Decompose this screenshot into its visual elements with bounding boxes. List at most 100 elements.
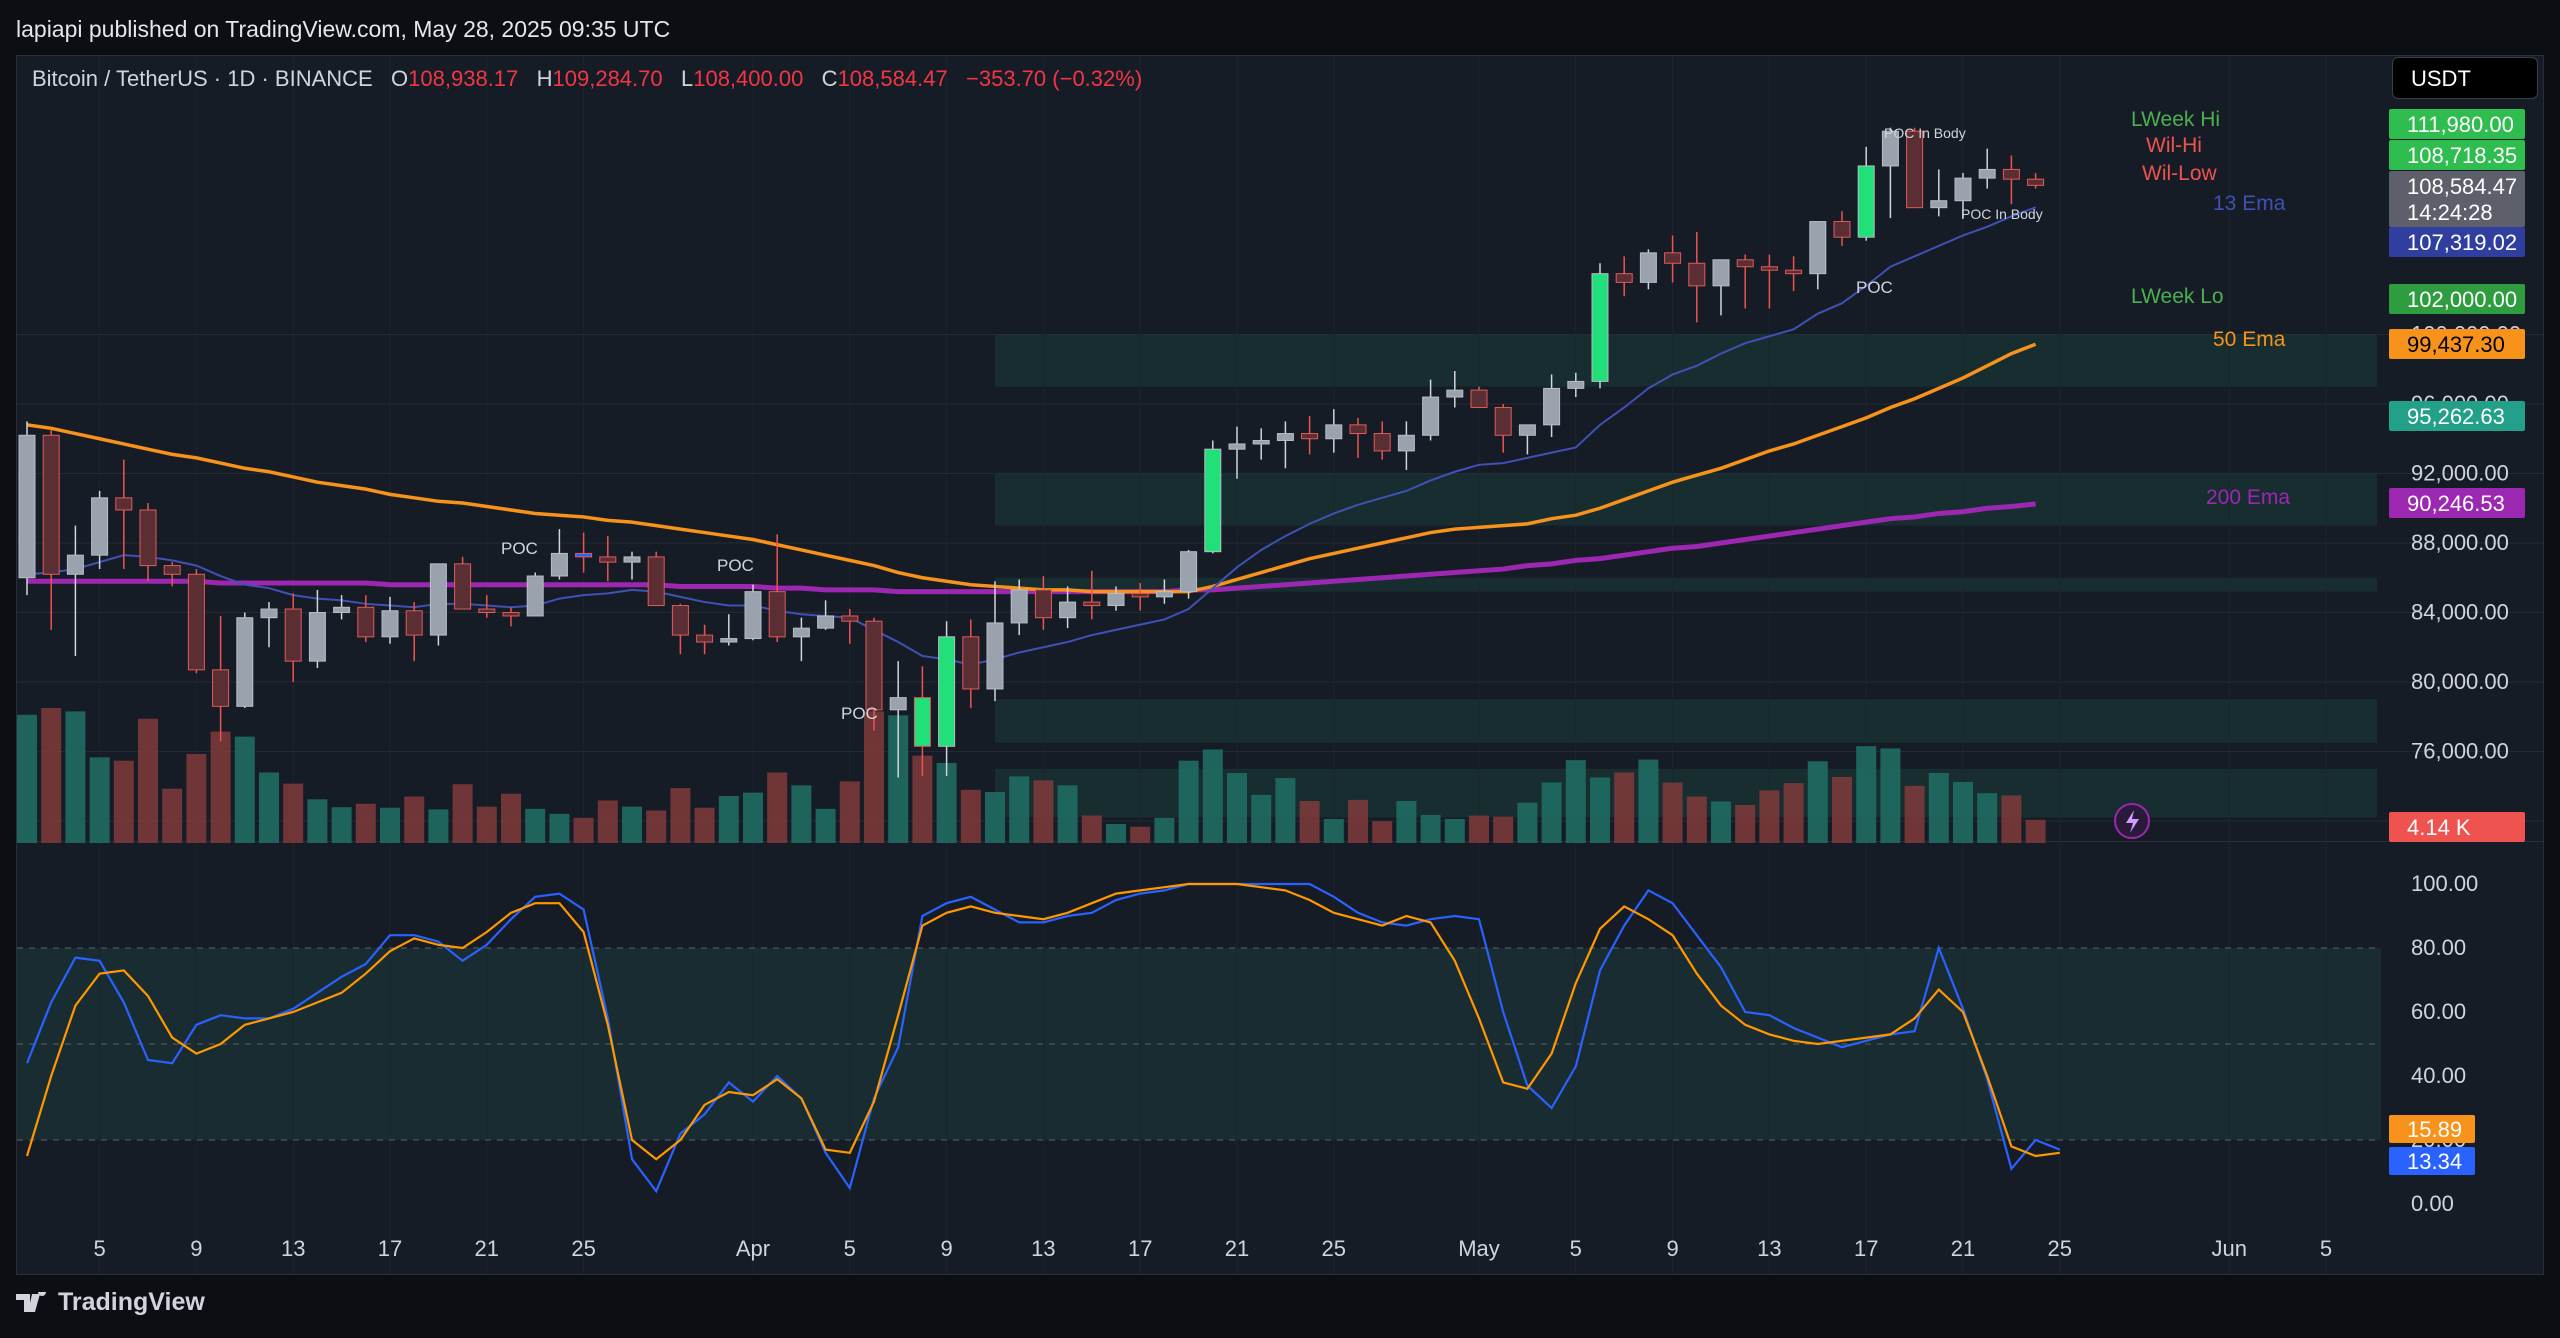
candle-body <box>333 606 351 613</box>
x-tick-label: 17 <box>1854 1236 1878 1261</box>
volume-bar <box>1807 761 1828 843</box>
volume-bar <box>1638 759 1659 843</box>
candle-body <box>91 497 109 556</box>
candle-body <box>1881 130 1899 167</box>
stoch-k-line <box>25 882 2061 1194</box>
stoch-axis-label: 0.00 <box>2411 1191 2454 1216</box>
high-label: H <box>536 66 553 91</box>
candle-body <box>526 575 544 617</box>
chart-annotation: POC In Body <box>1884 125 1966 141</box>
x-tick-label: 25 <box>1322 1236 1346 1261</box>
candle-body <box>284 608 302 662</box>
volume-bar <box>428 809 449 843</box>
volume-bar <box>1033 780 1054 843</box>
volume-bar <box>1106 823 1126 843</box>
footer-brand[interactable]: TradingView <box>16 1288 205 1317</box>
volume-bar <box>1832 776 1852 843</box>
candle-body <box>623 556 641 563</box>
footer-brand-label: TradingView <box>58 1288 205 1316</box>
volume-bar <box>936 762 957 843</box>
candle-body <box>575 552 593 558</box>
volume-bar <box>1275 778 1296 843</box>
candle-body <box>1276 433 1294 441</box>
volume-bar <box>1009 776 1030 843</box>
volume-profile-zone <box>995 768 2377 818</box>
x-tick-label: 13 <box>281 1236 305 1261</box>
volume-bar <box>1614 772 1635 843</box>
price-tag <box>2389 171 2525 201</box>
candle-body <box>792 627 810 638</box>
candle-body <box>308 612 326 662</box>
currency-button[interactable]: USDT <box>2392 57 2538 99</box>
candle-body <box>1155 591 1173 598</box>
candle-body <box>502 612 520 617</box>
volume-bar <box>1299 801 1320 843</box>
volume-bar <box>404 796 425 843</box>
candle-body <box>381 610 399 638</box>
volume-bar <box>17 714 37 843</box>
volume-bar <box>1590 777 1610 843</box>
symbol-title[interactable]: Bitcoin / TetherUS · 1D · BINANCE <box>32 66 373 91</box>
x-tick-label: 21 <box>1225 1236 1249 1261</box>
price-tag-label: 95,262.63 <box>2407 404 2505 429</box>
volume-bar <box>1227 773 1247 843</box>
price-tag-label: 14:24:28 <box>2407 200 2493 225</box>
candle-body <box>115 497 133 511</box>
candle-body <box>1034 589 1052 619</box>
candle-body <box>1373 433 1391 452</box>
volume-bar <box>1251 794 1272 843</box>
price-tag <box>2389 227 2525 257</box>
price-tag-label: 102,000.00 <box>2407 287 2517 312</box>
candle-body <box>1252 439 1270 445</box>
price-tag <box>2389 812 2525 842</box>
volume-bar <box>1565 760 1586 843</box>
volume-bar <box>1928 773 1949 843</box>
candle-body <box>405 610 423 636</box>
volume-bar <box>1517 802 1538 843</box>
stoch-value-tag <box>2389 1115 2475 1143</box>
candle-body <box>1518 424 1536 436</box>
price-axis-label: 80,000.00 <box>2411 669 2509 694</box>
volume-bar <box>452 784 473 843</box>
volume-bar <box>234 736 255 843</box>
chart-area[interactable]: 5 9 13 17 21 25 Apr 5 9 13 17 21 25 May 5 9 13 17 21 25 Jun 5… <box>16 55 2544 1275</box>
candle-body <box>1059 601 1077 619</box>
candle-body <box>1543 387 1561 426</box>
volume-bar <box>670 788 691 843</box>
price-axis-label: 88,000.00 <box>2411 530 2509 555</box>
candle-body <box>889 697 907 711</box>
x-tick-label: 9 <box>940 1236 952 1261</box>
volume-bar <box>718 795 739 843</box>
candle-body <box>1930 200 1948 209</box>
volume-bar <box>1783 783 1804 843</box>
chart-annotation: LWeek Hi <box>2131 108 2220 131</box>
volume-bar <box>1081 815 1102 843</box>
chart-annotation: 50 Ema <box>2213 328 2286 351</box>
price-tag-label: 108,584.47 <box>2407 174 2517 199</box>
close-label: C <box>821 66 838 91</box>
chart-annotation: POC In Body <box>1961 206 2043 222</box>
price-tag-label: 108,718.35 <box>2407 143 2517 168</box>
x-tick-label: 25 <box>2048 1236 2072 1261</box>
top-bar: lapiapi published on TradingView.com, Ma… <box>0 0 2560 62</box>
volume-bar <box>283 783 304 843</box>
x-tick-label: 5 <box>1570 1236 1582 1261</box>
volume-bar <box>1469 815 1489 843</box>
candle-body <box>357 606 375 638</box>
price-axis-label: 76,000.00 <box>2411 739 2509 764</box>
candle-body <box>163 565 181 575</box>
candle-body <box>1567 380 1585 389</box>
x-tick-label: 17 <box>378 1236 402 1261</box>
volume-bar <box>1953 781 1973 843</box>
volume-bar <box>1977 793 1998 843</box>
candle-body <box>1083 601 1101 607</box>
volume-bar <box>259 772 279 843</box>
x-tick-label: 9 <box>1666 1236 1678 1261</box>
chart-svg[interactable]: 5 9 13 17 21 25 Apr 5 9 13 17 21 25 May 5 9 13 17 21 25 Jun 5… <box>17 56 2543 1274</box>
candle-body <box>1785 269 1803 275</box>
volume-bar <box>1372 821 1393 843</box>
candle-body <box>744 591 762 640</box>
volume-bar <box>1154 817 1175 843</box>
volume-bar <box>307 799 328 843</box>
chart-annotation: 200 Ema <box>2206 486 2290 509</box>
